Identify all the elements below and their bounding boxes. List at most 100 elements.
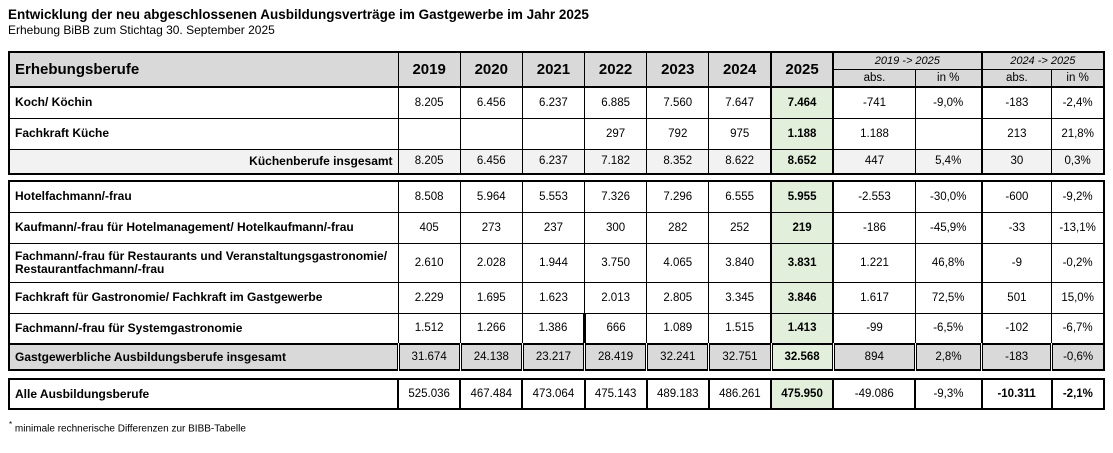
table-row-data: Koch/ Köchin 8.205 6.456 6.237 6.885 7.560 7.6… [8, 86, 1105, 119]
row-label: Fachmann/-frau für Systemgastronomie [8, 312, 399, 345]
value-cell: -2,4% [1051, 86, 1105, 119]
value-cell: -10.311 [980, 378, 1053, 410]
value-cell: -49.086 [832, 378, 917, 410]
table-header: Erhebungsberufe 2019 2020 2021 2022 2023… [8, 51, 1105, 88]
value-cell: 1.623 [521, 281, 586, 314]
value-cell: 475.143 [583, 378, 648, 410]
value-cell: 2.805 [646, 281, 710, 314]
column-header-pct-2019-2025: in % [914, 68, 983, 88]
table-row-data: Fachmann/-frau für Systemgastronomie 1.51… [8, 312, 1105, 345]
value-cell: 15,0% [1051, 281, 1105, 314]
value-cell: 252 [708, 211, 772, 244]
value-cell: -2,1% [1050, 378, 1106, 410]
value-cell: 4.065 [646, 242, 710, 283]
value-cell [459, 117, 523, 150]
row-label: Fachkraft für Gastronomie/ Fachkraft im … [8, 281, 399, 314]
value-cell: 28.419 [583, 343, 648, 371]
value-2025-highlight: 1.413 [769, 312, 835, 345]
footnote-text: minimale rechnerische Differenzen zur BI… [14, 423, 246, 435]
value-cell: -183 [980, 343, 1053, 371]
value-cell: 1.386 [521, 312, 586, 345]
value-cell: 473.064 [521, 378, 586, 410]
value-cell: 7.182 [584, 148, 648, 175]
value-cell: -741 [832, 86, 916, 119]
value-cell: 1.221 [832, 242, 916, 283]
column-group-2019-2025: 2019 -> 2025 [832, 51, 983, 70]
value-2025-highlight: 3.846 [769, 281, 835, 314]
value-cell: 273 [459, 211, 523, 244]
value-cell: 2.013 [584, 281, 648, 314]
table-row-data: Kaufmann/-frau für Hotelmanagement/ Hote… [8, 211, 1105, 244]
value-cell: -9 [980, 242, 1053, 283]
value-cell: -30,0% [914, 180, 983, 213]
page-subtitle: Erhebung BiBB zum Stichtag 30. September… [8, 23, 275, 37]
table-row-total: Gastgewerbliche Ausbildungsberufe insges… [8, 343, 1105, 371]
value-cell: 6.555 [708, 180, 772, 213]
row-label: Hotelfachmann/-frau [8, 180, 399, 213]
column-header-abs-2019-2025: abs. [832, 68, 916, 88]
value-cell: 8.508 [397, 180, 461, 213]
value-cell: 7.326 [584, 180, 648, 213]
value-2025-highlight: 219 [769, 211, 835, 244]
value-2025-highlight: 32.568 [769, 343, 835, 371]
value-cell: 23.217 [520, 343, 586, 371]
column-header-2024: 2024 [708, 51, 772, 88]
value-cell: 282 [646, 211, 710, 244]
row-label: Fachmann/-frau für Restaurants und Veran… [8, 242, 399, 283]
value-2025-highlight: 7.464 [769, 86, 835, 119]
value-cell: 7.560 [646, 86, 710, 119]
column-header-2023: 2023 [646, 51, 710, 88]
column-header-2019: 2019 [397, 51, 461, 88]
value-cell: -600 [980, 180, 1053, 213]
value-cell: 2.610 [397, 242, 461, 283]
value-cell: 6.885 [584, 86, 648, 119]
footnote-marker: * [9, 420, 13, 429]
table-section-kuechenberufe: Erhebungsberufe 2019 2020 2021 2022 2023… [8, 51, 1105, 175]
value-cell: 8.205 [397, 148, 461, 175]
header-row-sub: abs. in % abs. in % [9, 68, 1105, 88]
value-cell: 666 [583, 312, 648, 345]
value-cell: 1.944 [521, 242, 586, 283]
value-cell: 467.484 [459, 378, 524, 410]
value-cell: 6.456 [459, 148, 523, 175]
value-cell: 6.237 [521, 86, 586, 119]
value-cell [914, 117, 983, 150]
value-cell: 489.183 [645, 378, 710, 410]
value-cell: 1.512 [397, 312, 461, 345]
value-cell: 1.617 [832, 281, 916, 314]
value-cell: 21,8% [1051, 117, 1105, 150]
value-cell: -13,1% [1051, 211, 1105, 244]
value-cell: -102 [980, 312, 1053, 345]
column-header-pct-2024-2025: in % [1051, 68, 1105, 88]
value-cell: 6.237 [521, 148, 586, 175]
value-cell: -33 [980, 211, 1053, 244]
row-label: Gastgewerbliche Ausbildungsberufe insges… [8, 343, 399, 371]
table-row-data: Fachmann/-frau für Restaurants und Veran… [8, 242, 1105, 283]
column-header-2020: 2020 [459, 51, 523, 88]
value-cell: 501 [980, 281, 1053, 314]
value-cell: 31.674 [396, 343, 461, 371]
value-cell: -45,9% [914, 211, 983, 244]
value-cell: 5.964 [459, 180, 523, 213]
table-row-grand: Alle Ausbildungsberufe 525.036 467.484 473.… [7, 378, 1106, 410]
row-label: Kaufmann/-frau für Hotelmanagement/ Hote… [8, 211, 399, 244]
value-cell: -183 [980, 86, 1053, 119]
table-body-gastgewerbe: Hotelfachmann/-frau 8.508 5.964 5.553 7.326 7… [8, 180, 1105, 371]
value-cell: 300 [584, 211, 648, 244]
value-cell: 1.266 [459, 312, 523, 345]
table-row-data: Fachkraft für Gastronomie/ Fachkraft im … [8, 281, 1105, 314]
table-row-data: Fachkraft Küche 297 792 975 1.188 1.188 213 21,… [8, 117, 1105, 150]
value-cell: -0,6% [1050, 343, 1105, 371]
row-label: Alle Ausbildungsberufe [7, 378, 400, 410]
value-cell: 975 [708, 117, 772, 150]
value-2025-highlight: 5.955 [769, 180, 835, 213]
page-title: Entwicklung der neu abgeschlossenen Ausb… [8, 7, 589, 22]
value-cell: 5,4% [914, 148, 983, 175]
value-cell: 1.695 [459, 281, 523, 314]
row-label: Koch/ Köchin [8, 86, 399, 119]
value-cell: 894 [831, 343, 916, 371]
value-cell: 1.089 [646, 312, 710, 345]
value-cell: 72,5% [914, 281, 983, 314]
table-body-kuechenberufe: Koch/ Köchin 8.205 6.456 6.237 6.885 7.560 7.6… [8, 86, 1105, 175]
value-cell: 1.188 [832, 117, 916, 150]
